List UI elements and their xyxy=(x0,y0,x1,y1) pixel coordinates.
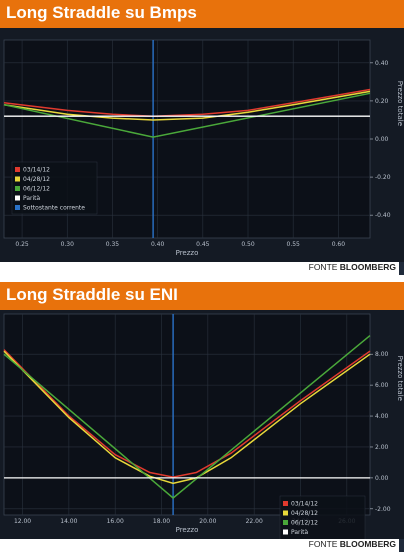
y-tick-label: 0.40 xyxy=(375,60,389,67)
x-tick-label: 0.50 xyxy=(241,241,255,248)
legend-swatch xyxy=(15,195,20,201)
eni-chart: 12.0014.0016.0018.0020.0022.0024.0026.00… xyxy=(0,310,404,539)
y-tick-label: 0.00 xyxy=(375,136,389,143)
chart-title-bar: Long Straddle su Bmps xyxy=(0,0,404,28)
y-axis-label: Prezzo totale xyxy=(396,356,404,401)
source-name: BLOOMBERG xyxy=(339,539,396,549)
y-axis-label: Prezzo totale xyxy=(396,81,404,126)
x-tick-label: 20.00 xyxy=(199,518,216,525)
source-prefix: FONTE xyxy=(308,262,340,272)
x-axis-label: Prezzo xyxy=(176,526,199,534)
legend-label: 04/28/12 xyxy=(291,510,318,517)
y-tick-label: -2.00 xyxy=(375,506,391,513)
y-tick-label: 8.00 xyxy=(375,351,389,358)
legend-swatch xyxy=(283,520,288,525)
x-tick-label: 0.35 xyxy=(106,241,120,248)
chart-title-bar: Long Straddle su ENI xyxy=(0,282,404,310)
source-text: FONTE BLOOMBERG xyxy=(309,262,396,272)
source-credit: FONTE BLOOMBERG xyxy=(0,539,404,552)
x-tick-label: 22.00 xyxy=(246,518,263,525)
y-tick-label: 6.00 xyxy=(375,382,389,389)
x-tick-label: 12.00 xyxy=(14,518,31,525)
y-tick-label: 0.20 xyxy=(375,98,389,105)
y-tick-label: 0.00 xyxy=(375,475,389,482)
y-tick-label: -0.40 xyxy=(375,212,391,219)
legend-label: Parità xyxy=(23,195,41,202)
legend-swatch xyxy=(15,167,20,172)
chart-title: Long Straddle su Bmps xyxy=(6,3,197,22)
source-edge xyxy=(399,262,404,275)
legend-label: 04/28/12 xyxy=(23,176,50,183)
series-line xyxy=(3,88,371,117)
legend-label: 03/14/12 xyxy=(23,167,50,174)
legend-swatch xyxy=(15,176,20,182)
x-tick-label: 0.25 xyxy=(15,241,29,248)
source-prefix: FONTE xyxy=(308,539,340,549)
legend-swatch xyxy=(283,501,288,506)
x-tick-label: 16.00 xyxy=(107,518,124,525)
x-tick-label: 0.55 xyxy=(287,241,301,248)
x-axis-label: Prezzo xyxy=(176,249,199,257)
series-line xyxy=(3,92,371,138)
x-tick-label: 0.40 xyxy=(151,241,165,248)
x-tick-label: 0.45 xyxy=(196,241,210,248)
legend-swatch xyxy=(15,205,20,210)
y-tick-label: -0.20 xyxy=(375,174,391,181)
legend-label: 06/12/12 xyxy=(23,186,50,193)
legend-swatch xyxy=(283,529,288,535)
y-tick-label: 2.00 xyxy=(375,444,389,451)
legend-swatch xyxy=(15,186,20,191)
legend-box xyxy=(279,495,366,539)
chart-title: Long Straddle su ENI xyxy=(6,285,178,304)
legend-label: 06/12/12 xyxy=(291,520,318,527)
chart-panel-eni: Long Straddle su ENI 12.00 14.00 16.00 18.0… xyxy=(0,282,404,552)
x-tick-label: 18.00 xyxy=(153,518,170,525)
series-line xyxy=(3,335,371,499)
legend-swatch xyxy=(283,510,288,516)
series-line xyxy=(3,90,371,121)
y-tick-label: 4.00 xyxy=(375,413,389,420)
legend-box xyxy=(11,161,98,215)
x-tick-label: 0.30 xyxy=(61,241,75,248)
source-credit: FONTE BLOOMBERG xyxy=(0,262,404,275)
legend-label: Sottostante corrente xyxy=(23,205,85,212)
chart-panel-bmps: Long Straddle su Bmps 0.25 0.30 0.35 0.40 0.… xyxy=(0,0,404,275)
legend-label: 03/14/12 xyxy=(291,501,318,508)
source-text: FONTE BLOOMBERG xyxy=(309,539,396,549)
series-line xyxy=(3,350,371,485)
bmps-chart: 0.25 0.30 0.35 0.40 0.45 0.50 0.55 0.60 -0.40 -0.… xyxy=(0,28,404,262)
legend-label: Parità xyxy=(291,529,309,536)
source-name: BLOOMBERG xyxy=(339,262,396,272)
series-line xyxy=(3,349,371,478)
plot-area xyxy=(3,313,371,516)
source-edge xyxy=(399,539,404,552)
x-tick-label: 14.00 xyxy=(60,518,77,525)
x-tick-label: 0.60 xyxy=(332,241,346,248)
